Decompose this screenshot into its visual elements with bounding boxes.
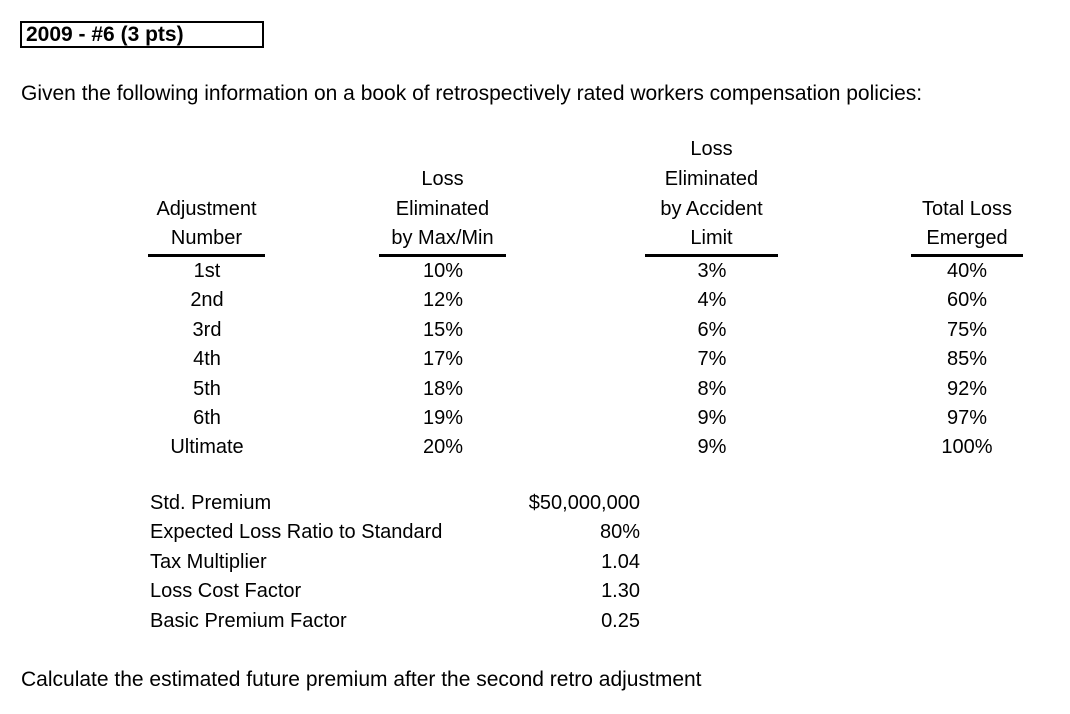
parameter-value: 0.25: [601, 609, 640, 632]
parameter-value: 1.30: [601, 580, 640, 603]
cell-loss-eliminated-accident-limit: 3%: [697, 260, 727, 282]
table-body: 1st 10% 3% 40% 2nd 12% 4% 60% 3rd 15% 6%…: [0, 257, 1070, 463]
parameter-row: Tax Multiplier 1.04: [150, 548, 640, 577]
cell-adjustment-number: Ultimate: [170, 436, 244, 459]
parameter-label: Tax Multiplier: [150, 550, 267, 573]
parameter-label: Loss Cost Factor: [150, 580, 302, 603]
table-row: 5th 18% 8% 92%: [0, 375, 1070, 404]
col-header-adjustment-number: Adjustment Number: [148, 135, 265, 257]
parameter-label: Expected Loss Ratio to Standard: [150, 521, 443, 544]
parameter-row: Expected Loss Ratio to Standard 80%: [150, 518, 640, 547]
cell-loss-eliminated-max-min: 15%: [422, 318, 464, 341]
header-line: Loss: [690, 138, 733, 161]
cell-loss-eliminated-max-min: 12%: [422, 289, 464, 312]
parameter-value: 80%: [599, 521, 640, 544]
header-line: Number: [170, 227, 243, 250]
cell-total-loss-emerged: 60%: [946, 289, 988, 312]
cell-loss-eliminated-accident-limit: 9%: [697, 406, 727, 429]
cell-total-loss-emerged: 92%: [946, 377, 988, 400]
header-line: Emerged: [926, 227, 1008, 250]
cell-loss-eliminated-max-min: 17%: [422, 348, 464, 371]
cell-adjustment-number: 3rd: [192, 318, 222, 341]
question-id-box: 2009 - #6 (3 pts): [20, 21, 264, 48]
col-header-total-loss-emerged: Total Loss Emerged: [911, 135, 1023, 257]
table-row: 4th 17% 7% 85%: [0, 345, 1070, 374]
header-line: Adjustment: [156, 197, 257, 220]
parameter-label: Std. Premium: [150, 492, 272, 514]
cell-loss-eliminated-accident-limit: 7%: [697, 348, 727, 371]
header-line: Limit: [690, 227, 733, 250]
parameter-row: Basic Premium Factor 0.25: [150, 607, 640, 636]
cell-total-loss-emerged: 75%: [946, 318, 988, 341]
cell-loss-eliminated-accident-limit: 4%: [697, 289, 727, 312]
header-line: by Max/Min: [391, 227, 494, 250]
header-line: Loss: [421, 167, 464, 190]
cell-total-loss-emerged: 97%: [946, 406, 988, 429]
col-header-loss-eliminated-accident-limit: Loss Eliminated by Accident Limit: [645, 135, 778, 257]
intro-text: Given the following information on a boo…: [21, 82, 923, 105]
cell-total-loss-emerged: 40%: [946, 260, 988, 282]
cell-loss-eliminated-accident-limit: 6%: [697, 318, 727, 341]
parameters-list: Std. Premium $50,000,000 Expected Loss R…: [150, 489, 640, 636]
cell-loss-eliminated-accident-limit: 8%: [697, 377, 727, 400]
cell-adjustment-number: 4th: [193, 348, 221, 371]
cell-adjustment-number: 6th: [193, 406, 221, 429]
question-text: Calculate the estimated future premium a…: [21, 668, 702, 691]
cell-total-loss-emerged: 85%: [946, 348, 988, 371]
parameter-row: Std. Premium $50,000,000: [150, 489, 640, 518]
table-row: 6th 19% 9% 97%: [0, 404, 1070, 433]
cell-adjustment-number: 2nd: [190, 289, 224, 312]
col-header-loss-eliminated-max-min: Loss Eliminated by Max/Min: [379, 135, 506, 257]
parameter-label: Basic Premium Factor: [150, 609, 347, 632]
header-line: Eliminated: [395, 197, 490, 220]
cell-loss-eliminated-max-min: 18%: [422, 377, 464, 400]
parameter-value: 1.04: [601, 550, 640, 573]
cell-adjustment-number: 1st: [193, 260, 221, 282]
cell-loss-eliminated-max-min: 10%: [422, 260, 464, 282]
table-row: Ultimate 20% 9% 100%: [0, 433, 1070, 462]
table-row: 3rd 15% 6% 75%: [0, 316, 1070, 345]
parameter-row: Loss Cost Factor 1.30: [150, 577, 640, 606]
header-line: Total Loss: [921, 197, 1013, 220]
table-row: 1st 10% 3% 40%: [0, 257, 1070, 286]
header-line: by Accident: [660, 197, 763, 220]
question-id-text: 2009 - #6 (3 pts): [26, 23, 184, 46]
parameter-value: $50,000,000: [528, 492, 640, 514]
cell-loss-eliminated-max-min: 19%: [422, 406, 464, 429]
cell-loss-eliminated-accident-limit: 9%: [697, 436, 727, 459]
header-line: Eliminated: [664, 167, 759, 190]
cell-total-loss-emerged: 100%: [941, 436, 993, 459]
cell-loss-eliminated-max-min: 20%: [422, 436, 464, 459]
table-row: 2nd 12% 4% 60%: [0, 286, 1070, 315]
cell-adjustment-number: 5th: [193, 377, 221, 400]
